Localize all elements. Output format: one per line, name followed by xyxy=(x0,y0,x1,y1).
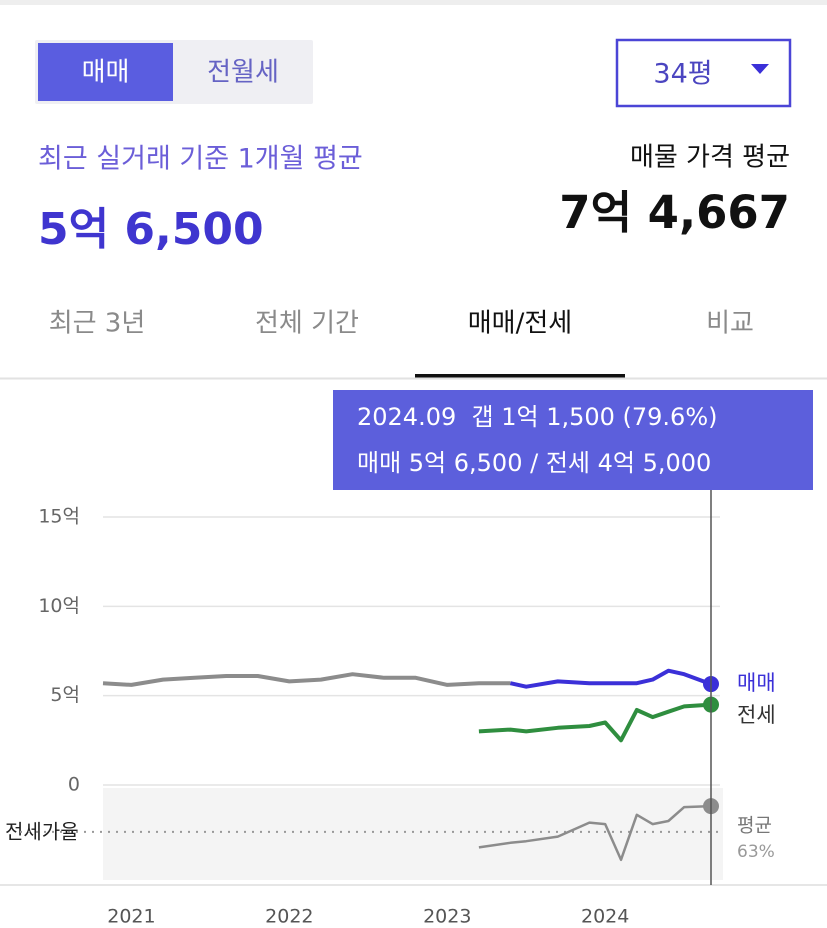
series-line xyxy=(509,668,712,689)
dropdown-arrow xyxy=(751,64,769,74)
tab[interactable]: 전월세 xyxy=(207,58,279,88)
y-tick-label: 5억 xyxy=(50,684,80,706)
tooltip-line: 매매 5억 6,500 / 전세 4억 5,000 xyxy=(357,449,711,477)
recent-value: 5억 6,500 xyxy=(38,204,264,255)
size-label: 34평 xyxy=(653,59,712,90)
listing-label: 매물 가격 평균 xyxy=(630,143,790,173)
period-tab[interactable]: 최근 3년 xyxy=(49,309,146,339)
tooltip-line: 2024.09 갭 1억 1,500 (79.6%) xyxy=(357,403,718,431)
ratio-panel xyxy=(103,788,723,880)
tab-selected xyxy=(38,43,173,101)
recent-label: 최근 실거래 기준 1개월 평균 xyxy=(38,144,363,175)
period-tab[interactable]: 비교 xyxy=(706,309,754,339)
legend-label: 전세 xyxy=(737,703,776,727)
period-tab[interactable]: 매매/전세 xyxy=(468,309,572,339)
y-tick-label: 15억 xyxy=(38,506,80,528)
legend-label: 매매 xyxy=(737,671,776,695)
average-label: 평균 xyxy=(737,814,772,836)
listing-value: 7억 4,667 xyxy=(559,186,790,239)
tab-underline xyxy=(415,374,625,378)
x-tick-label: 2021 xyxy=(107,906,155,928)
tooltip xyxy=(333,390,813,490)
tab[interactable]: 매매 xyxy=(82,58,130,88)
size-select[interactable] xyxy=(615,38,792,108)
average-value-label: 63% xyxy=(737,842,775,862)
y-tick-label: 0 xyxy=(68,774,80,796)
series-line xyxy=(478,702,712,743)
x-tick-label: 2022 xyxy=(265,906,313,928)
x-tick-label: 2024 xyxy=(581,906,629,928)
ratio-label: 전세가율 xyxy=(5,820,79,844)
top-band xyxy=(0,0,827,5)
series-line xyxy=(478,804,712,862)
series-line xyxy=(102,672,511,687)
tabs: 매매 전월세 xyxy=(38,43,279,101)
x-tick-label: 2023 xyxy=(423,906,471,928)
period-tabs: 최근 3년 전체 기간 매매/전세 비교 xyxy=(49,309,754,378)
y-tick-label: 10억 xyxy=(38,595,80,617)
period-tab[interactable]: 전체 기간 xyxy=(255,309,359,339)
